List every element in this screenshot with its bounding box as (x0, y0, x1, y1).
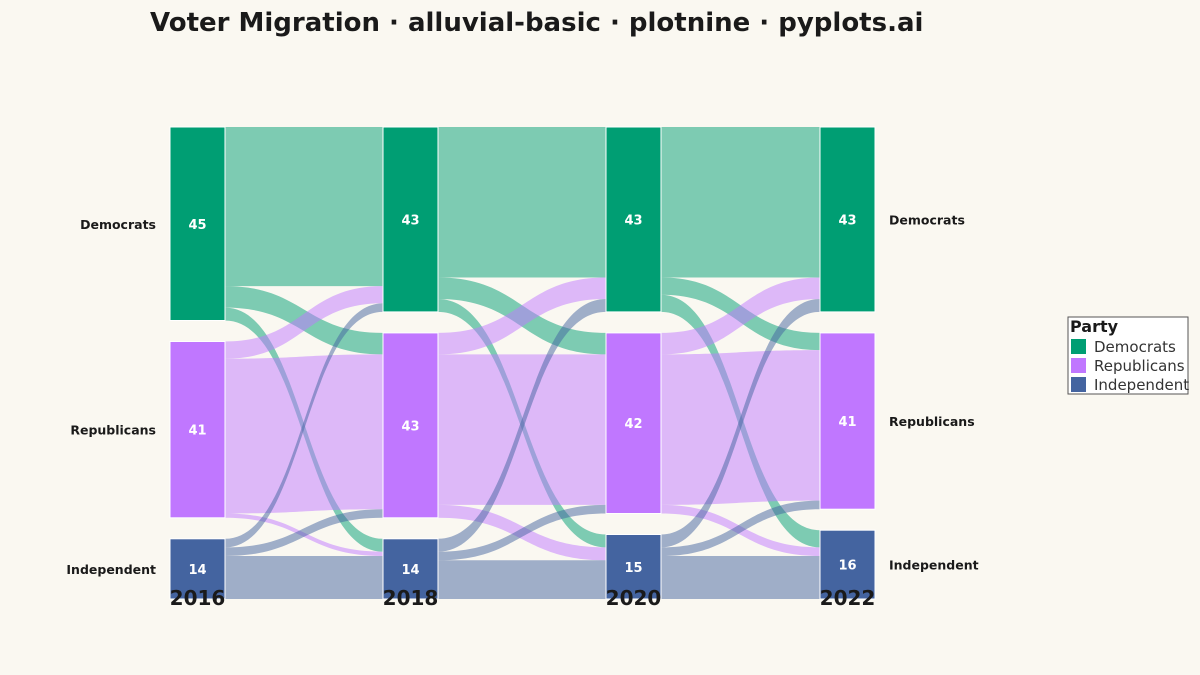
flow-2016-republicans-to-2018-republicans (225, 354, 383, 514)
flow-2020-independent-to-2022-republicans (661, 500, 820, 556)
flow-2016-independent-to-2018-independent (225, 556, 383, 599)
node-2022-independent (819, 529, 876, 600)
right-label-democrats: Democrats (889, 212, 965, 227)
flow-2018-independent-to-2020-republicans (438, 504, 606, 561)
node-2022-republicans (819, 332, 876, 510)
flows-layer (225, 127, 820, 599)
flow-2016-republicans-to-2018-democrats (225, 286, 383, 359)
node-value-2020-independent: 15 (624, 561, 642, 576)
node-value-2020-republicans: 42 (624, 417, 642, 432)
flow-2020-republicans-to-2022-democrats (661, 277, 820, 355)
legend-swatch-independent (1071, 377, 1086, 392)
flow-2018-republicans-to-2020-democrats (438, 277, 606, 355)
legend-title: Party (1070, 317, 1119, 336)
node-value-2020-democrats: 43 (624, 213, 642, 228)
node-2018-democrats (382, 126, 439, 313)
left-label-republicans: Republicans (70, 423, 156, 438)
node-value-2022-republicans: 41 (838, 415, 856, 430)
flow-2016-independent-to-2018-democrats (225, 303, 383, 548)
left-label-democrats: Democrats (80, 217, 156, 232)
flow-2020-democrats-to-2022-democrats (661, 127, 820, 278)
node-2020-democrats (605, 126, 662, 313)
chart-title: Voter Migration · alluvial-basic · plotn… (150, 8, 923, 38)
right-label-republicans: Republicans (889, 414, 975, 429)
node-value-2022-democrats: 43 (838, 213, 856, 228)
right-label-independent: Independent (889, 558, 979, 573)
legend-swatch-democrats (1071, 339, 1086, 354)
node-value-2016-republicans: 41 (188, 424, 206, 439)
legend-swatch-republicans (1071, 358, 1086, 373)
legend-label-independent: Independent (1094, 376, 1189, 394)
flow-2020-independent-to-2022-independent (661, 556, 820, 599)
legend-box (1067, 316, 1189, 395)
node-value-2016-democrats: 45 (188, 218, 206, 233)
node-2016-republicans (169, 341, 226, 519)
node-value-2018-independent: 14 (401, 563, 419, 578)
flow-2016-independent-to-2018-republicans (225, 509, 383, 556)
year-label-2020: 2020 (606, 586, 662, 610)
year-label-2018: 2018 (383, 586, 439, 610)
nodes-layer (169, 126, 876, 600)
legend-label-republicans: Republicans (1094, 357, 1185, 375)
node-value-2022-independent: 16 (838, 559, 856, 574)
node-2016-democrats (169, 126, 226, 321)
node-2018-independent (382, 538, 439, 600)
left-label-independent: Independent (66, 562, 156, 577)
node-2020-independent (605, 534, 662, 600)
node-2022-democrats (819, 126, 876, 313)
year-label-2016: 2016 (170, 586, 226, 610)
flow-2020-independent-to-2022-democrats (661, 299, 820, 548)
legend-label-democrats: Democrats (1094, 338, 1176, 356)
flow-2018-independent-to-2020-independent (438, 560, 606, 599)
node-2016-independent (169, 538, 226, 600)
flow-2016-democrats-to-2018-democrats (225, 127, 383, 287)
flow-2018-independent-to-2020-democrats (438, 299, 606, 552)
node-2020-republicans (605, 332, 662, 514)
flow-2018-democrats-to-2020-democrats (438, 127, 606, 278)
node-2018-republicans (382, 332, 439, 519)
node-value-2018-republicans: 43 (401, 419, 419, 434)
labels-layer: 45 41 14 43 43 14 43 42 15 43 41 16 Democrats Democra… (66, 212, 978, 610)
node-value-2018-democrats: 43 (401, 213, 419, 228)
year-label-2022: 2022 (820, 586, 876, 610)
node-value-2016-independent: 14 (188, 563, 206, 578)
